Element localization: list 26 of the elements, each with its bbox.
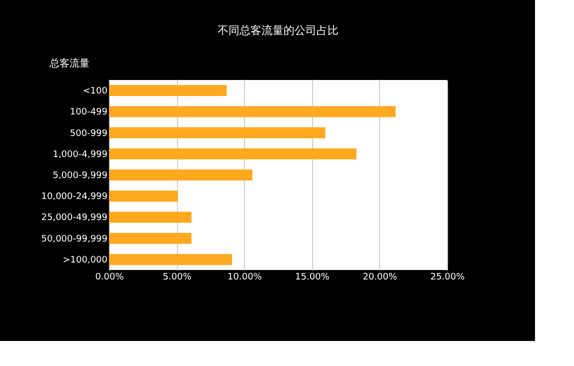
bar (109, 190, 178, 202)
y-tick-label: >100,000 (62, 255, 108, 266)
x-tick-label: 5.00% (162, 272, 192, 282)
y-tick-label: 50,000-99,999 (41, 234, 108, 244)
y-tick-label: 500-999 (70, 128, 108, 139)
bar (109, 85, 227, 96)
bar (109, 106, 396, 118)
y-tick-label: 25,000-49,999 (41, 213, 108, 224)
y-axis-title: 总客流量 (48, 58, 90, 70)
y-tick-label: 100-499 (70, 108, 108, 118)
y-tick-label: 1,000-4,999 (52, 150, 108, 160)
bar (109, 148, 356, 160)
bar (109, 212, 192, 223)
bar (109, 127, 326, 138)
x-tick-label: 10.00% (228, 272, 262, 282)
x-tick-label: 0.00% (95, 272, 124, 282)
y-tick-label: 10,000-24,999 (41, 192, 108, 202)
chart-title: 不同总客流量的公司占比 (218, 24, 338, 37)
x-tick-label: 15.00% (295, 272, 330, 282)
y-tick-label: 5,000-9,999 (52, 171, 108, 181)
x-tick-label: 20.00% (362, 272, 398, 282)
bar (109, 170, 252, 180)
bar (109, 254, 232, 265)
y-tick-label: <100 (82, 86, 108, 97)
x-tick-label: 25.00% (430, 272, 466, 282)
bar (109, 232, 192, 244)
